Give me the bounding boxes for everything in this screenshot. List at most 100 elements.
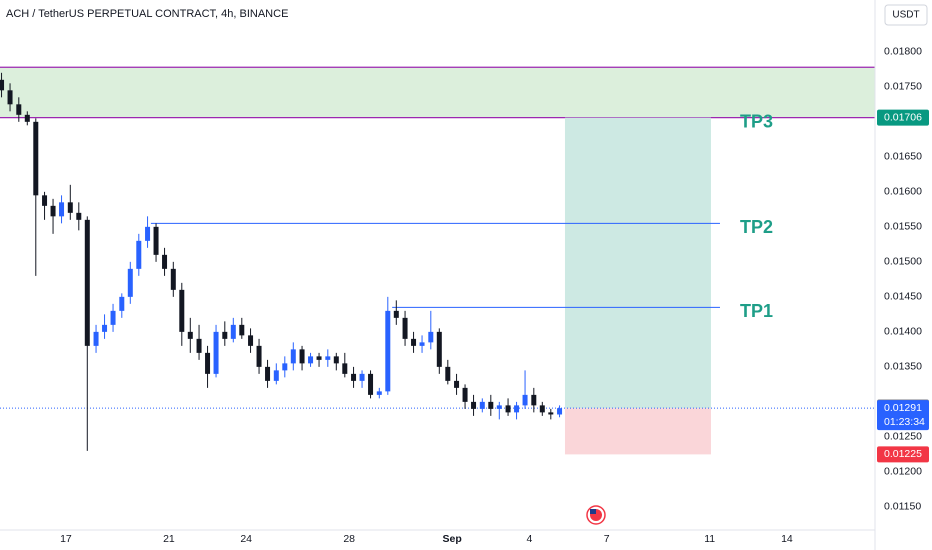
price-label: 0.01225	[884, 448, 922, 460]
candle-body	[7, 90, 13, 105]
candle-body	[273, 370, 279, 381]
x-tick-label: 7	[604, 533, 610, 545]
candle-body	[265, 366, 271, 381]
candle-body	[145, 226, 151, 241]
candle-body	[230, 324, 236, 339]
currency-label[interactable]: USDT	[892, 10, 919, 21]
candle-body	[76, 212, 82, 220]
candle-body	[445, 366, 451, 381]
candle-body	[213, 331, 219, 374]
candle-body	[531, 394, 537, 406]
x-tick-label: Sep	[443, 533, 462, 545]
currency-button[interactable]	[884, 4, 928, 26]
candle-body	[33, 121, 39, 196]
countdown-label: 01:23:34	[884, 416, 925, 428]
candle-body	[93, 331, 99, 346]
x-tick-label: 17	[60, 533, 72, 545]
candle-body	[385, 310, 391, 392]
tp-label: TP1	[740, 301, 773, 321]
candle-body	[110, 310, 116, 325]
candle-body	[24, 114, 30, 122]
candle-body	[342, 363, 348, 374]
zone-layer	[0, 66, 875, 119]
candle-layer	[0, 72, 563, 451]
level-layer: TP1 TP2 TP3	[0, 111, 875, 409]
candle-body	[102, 324, 108, 332]
candle-body	[539, 405, 545, 413]
x-tick-label: 21	[163, 533, 175, 545]
candle-body	[222, 331, 228, 339]
price-label: 0.01291	[884, 402, 922, 414]
candle-body	[290, 349, 296, 364]
candle-body	[436, 331, 442, 367]
candle-body	[428, 331, 434, 343]
candle-body	[153, 226, 159, 255]
candle-body	[205, 352, 211, 374]
candle-body	[84, 219, 90, 346]
candle-body	[514, 405, 520, 413]
price-label-box	[877, 446, 929, 463]
candle-body	[393, 310, 399, 318]
candle-body	[402, 317, 408, 339]
candle-body	[256, 345, 262, 367]
price-label: 0.01706	[884, 111, 922, 123]
candle-body	[505, 405, 511, 413]
chart-title: ACH / TetherUS PERPETUAL CONTRACT, 4h, B…	[6, 8, 288, 20]
event-flag[interactable]	[586, 505, 606, 525]
candle-body	[119, 296, 125, 311]
y-tick-label: 0.01750	[884, 81, 922, 93]
candle-body	[179, 289, 185, 332]
candle-body	[454, 380, 460, 388]
candle-body	[299, 349, 305, 364]
candle-body	[325, 356, 331, 360]
candle-body	[248, 335, 254, 346]
candle-body	[479, 401, 485, 409]
x-tick-label: 4	[527, 533, 533, 545]
candle-body	[50, 205, 56, 217]
candle-body	[368, 373, 374, 395]
candle-body	[462, 387, 468, 402]
y-tick-label: 0.01500	[884, 256, 922, 268]
candle-body	[59, 202, 65, 217]
position-layer	[564, 117, 711, 455]
candle-body	[488, 401, 494, 409]
candle-body	[196, 338, 202, 353]
target-area	[564, 117, 711, 409]
candle-body	[162, 254, 168, 269]
candle-body	[359, 373, 365, 381]
y-tick-label: 0.01800	[884, 46, 922, 58]
candle-body	[239, 324, 245, 336]
y-tick-label: 0.01250	[884, 431, 922, 443]
y-tick-label: 0.01200	[884, 466, 922, 478]
price-label-box	[877, 109, 929, 126]
candle-body	[316, 356, 322, 360]
x-tick-label: 24	[240, 533, 252, 545]
candle-body	[376, 391, 382, 395]
candle-body	[282, 363, 288, 371]
candle-body	[67, 202, 73, 213]
candle-body	[419, 342, 425, 346]
candle-body	[557, 408, 563, 415]
candle-body	[548, 412, 554, 415]
candle-body	[351, 373, 357, 381]
candle-body	[127, 268, 133, 297]
candle-body	[522, 394, 528, 406]
y-tick-label: 0.01150	[884, 501, 921, 513]
candle-body	[411, 338, 417, 346]
candle-body	[136, 240, 142, 269]
flag-canton	[590, 509, 596, 514]
stop-area	[564, 408, 711, 455]
y-tick-label: 0.01450	[884, 291, 922, 303]
tp-label: TP2	[740, 217, 773, 237]
candle-body	[0, 79, 5, 91]
tp-label: TP3	[740, 111, 773, 131]
candle-body	[333, 356, 339, 364]
x-tick-label: 28	[343, 533, 355, 545]
candle-body	[496, 405, 502, 409]
candle-body	[471, 401, 477, 409]
y-tick-label: 0.01550	[884, 221, 922, 233]
supply-zone	[0, 67, 875, 118]
